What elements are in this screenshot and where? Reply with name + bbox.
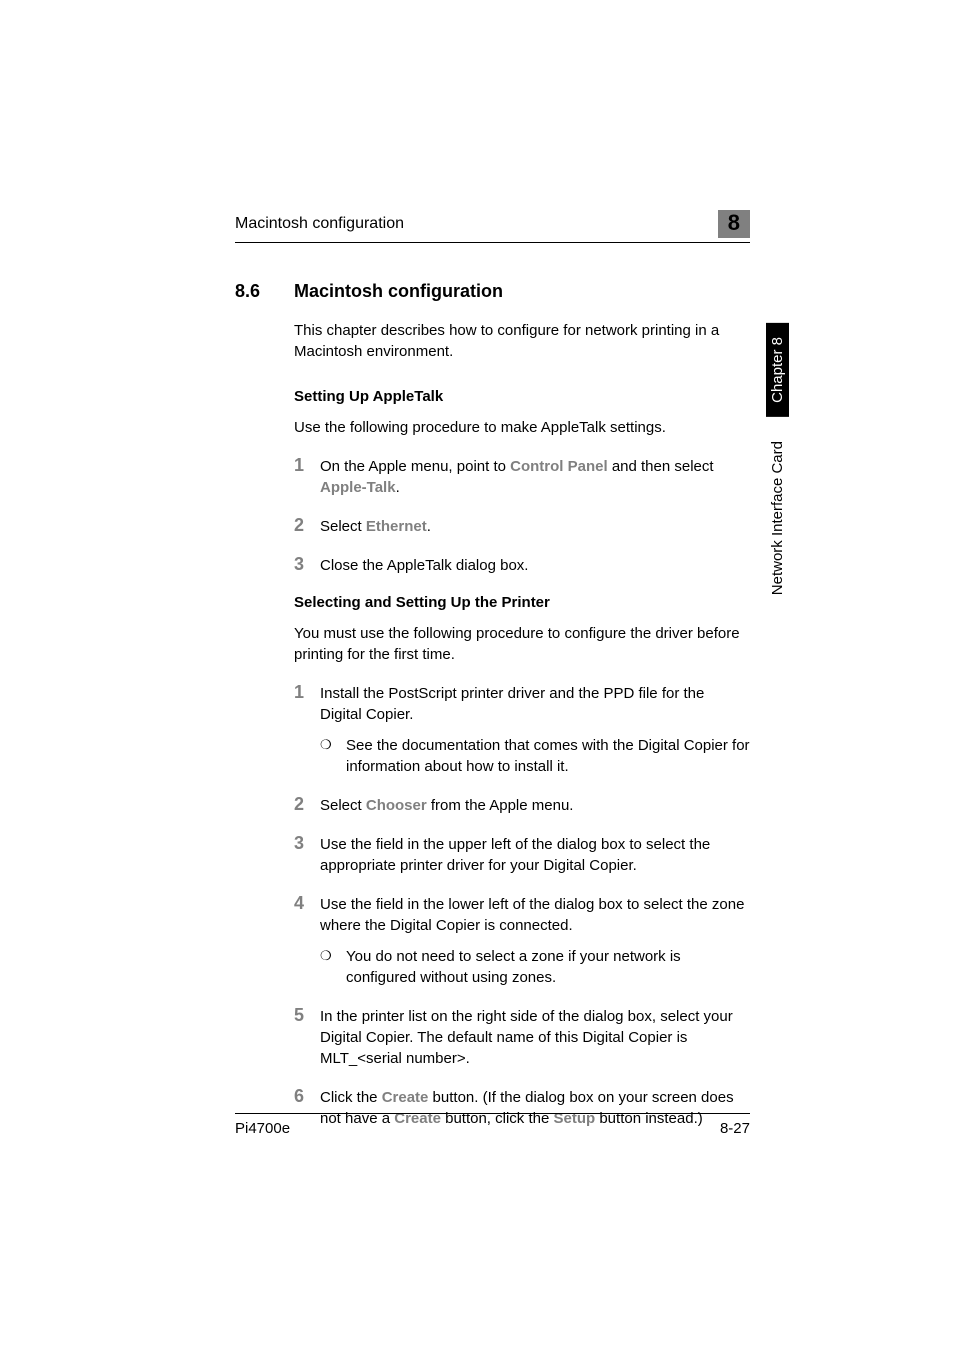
step-body: Use the field in the lower left of the d…	[320, 894, 750, 988]
step-body: Install the PostScript printer driver an…	[320, 683, 750, 777]
subsection1-title: Setting Up AppleTalk	[294, 388, 750, 405]
step-sub-bullet: ❍See the documentation that comes with t…	[320, 735, 750, 777]
bullet-text: You do not need to select a zone if your…	[346, 946, 750, 988]
section-title: Macintosh configuration	[294, 281, 503, 302]
step: 5In the printer list on the right side o…	[294, 1006, 750, 1069]
step: 2Select Chooser from the Apple menu.	[294, 795, 750, 816]
side-tab-chapter-title: Network Interface Card	[769, 429, 786, 595]
step-body: Close the AppleTalk dialog box.	[320, 555, 750, 576]
side-tab-chapter-label: Chapter 8	[766, 323, 789, 417]
step: 1On the Apple menu, point to Control Pan…	[294, 456, 750, 498]
bullet-text: See the documentation that comes with th…	[346, 735, 750, 777]
step-body: Select Chooser from the Apple menu.	[320, 795, 750, 816]
section-body: This chapter describes how to configure …	[294, 320, 750, 1129]
step-number: 1	[294, 456, 320, 498]
step-body: In the printer list on the right side of…	[320, 1006, 750, 1069]
step: 3Use the field in the upper left of the …	[294, 834, 750, 876]
page-footer: Pi4700e 8-27	[235, 1113, 750, 1137]
running-title: Macintosh configuration	[235, 215, 404, 233]
subsection2-intro: You must use the following procedure to …	[294, 623, 750, 665]
subsection2-steps: 1Install the PostScript printer driver a…	[294, 683, 750, 1129]
side-tab: Chapter 8 Network Interface Card	[765, 323, 789, 595]
subsection1-intro: Use the following procedure to make Appl…	[294, 417, 750, 438]
footer-right: 8-27	[720, 1120, 750, 1137]
step-number: 3	[294, 555, 320, 576]
step-number: 3	[294, 834, 320, 876]
step-body: Select Ethernet.	[320, 516, 750, 537]
bullet-icon: ❍	[320, 735, 346, 777]
step-body: On the Apple menu, point to Control Pane…	[320, 456, 750, 498]
step: 4Use the field in the lower left of the …	[294, 894, 750, 988]
subsection1-steps: 1On the Apple menu, point to Control Pan…	[294, 456, 750, 576]
page-header: Macintosh configuration 8	[235, 210, 750, 243]
step: 3Close the AppleTalk dialog box.	[294, 555, 750, 576]
page-content: Macintosh configuration 8 8.6 Macintosh …	[235, 210, 750, 1147]
step: 2Select Ethernet.	[294, 516, 750, 537]
step-sub-bullet: ❍You do not need to select a zone if you…	[320, 946, 750, 988]
section-number: 8.6	[235, 281, 294, 302]
step-number: 1	[294, 683, 320, 777]
chapter-number-box: 8	[718, 210, 750, 238]
step-number: 2	[294, 516, 320, 537]
step: 1Install the PostScript printer driver a…	[294, 683, 750, 777]
section-intro: This chapter describes how to configure …	[294, 320, 750, 362]
bullet-icon: ❍	[320, 946, 346, 988]
section-heading: 8.6 Macintosh configuration	[235, 281, 750, 302]
step-number: 2	[294, 795, 320, 816]
step-number: 4	[294, 894, 320, 988]
step-body: Use the field in the upper left of the d…	[320, 834, 750, 876]
subsection2-title: Selecting and Setting Up the Printer	[294, 594, 750, 611]
footer-left: Pi4700e	[235, 1120, 290, 1137]
step-number: 5	[294, 1006, 320, 1069]
